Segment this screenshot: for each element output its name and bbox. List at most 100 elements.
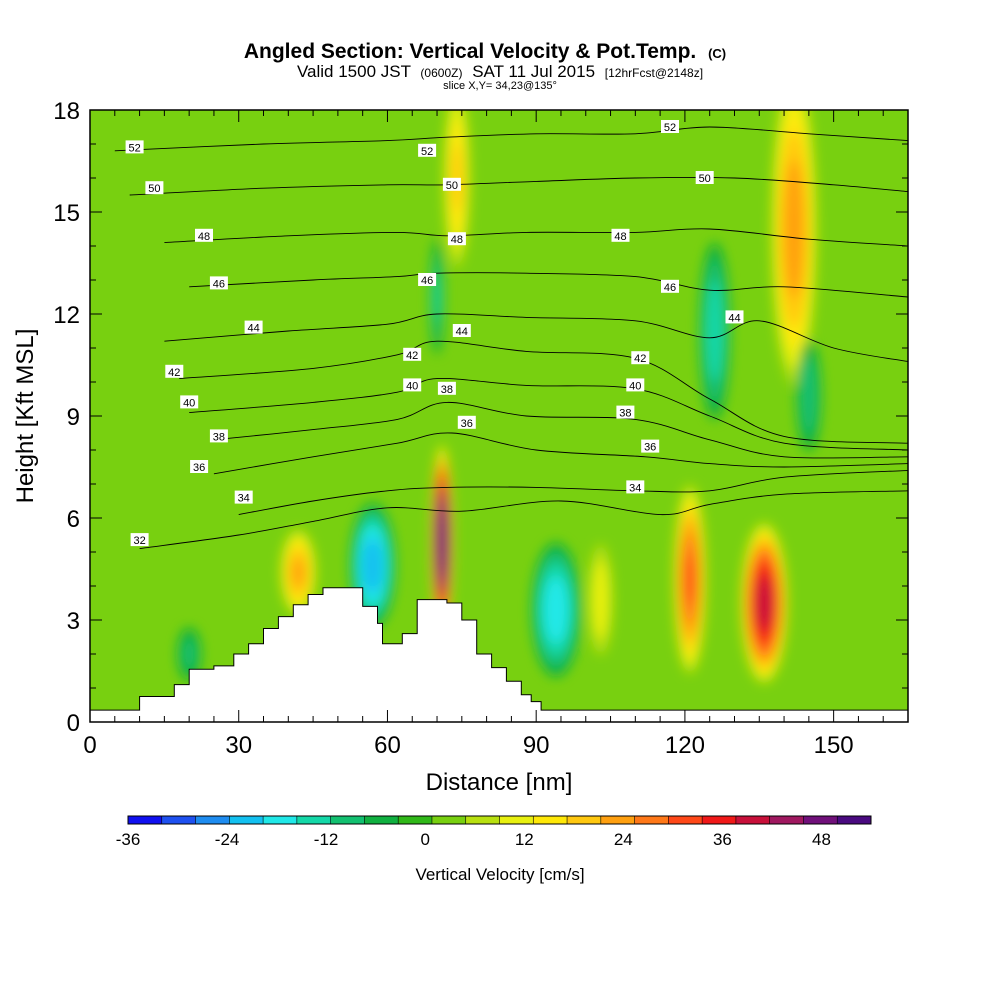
- theta-contour-50: [129, 176, 908, 196]
- theta-label-36-1: 36: [457, 415, 476, 430]
- colorbar-swatch-16: [668, 816, 703, 824]
- vv-feature-8: [771, 110, 817, 385]
- vv-feature-11: [430, 239, 444, 355]
- vv-feature-9: [699, 242, 730, 420]
- colorbar-swatch-7: [364, 816, 399, 824]
- colorbar-tick-label-4: 12: [515, 830, 534, 849]
- theta-label-32-0: 32: [130, 533, 149, 547]
- svg-text:52: 52: [664, 122, 676, 134]
- chart-title: Angled Section: Vertical Velocity & Pot.…: [244, 40, 696, 63]
- theta-label-40-0: 40: [180, 395, 199, 409]
- svg-text:38: 38: [213, 431, 225, 443]
- svg-text:38: 38: [441, 384, 453, 396]
- theta-label-44-1: 44: [452, 324, 471, 338]
- y-tick-label-12: 12: [53, 302, 80, 329]
- x-tick-label-150: 150: [814, 732, 854, 759]
- y-tick-label-0: 0: [67, 710, 80, 737]
- svg-text:34: 34: [238, 493, 250, 505]
- theta-label-38-0: 38: [209, 429, 228, 443]
- theta-contour-44: [164, 313, 908, 363]
- theta-contour-42: [179, 340, 908, 444]
- theta-label-38-1: 38: [437, 381, 456, 396]
- subtitle-valid-time: Valid 1500 JST: [297, 62, 411, 81]
- theta-label-36-2: 36: [641, 439, 660, 454]
- theta-label-42-2: 42: [631, 351, 650, 365]
- y-tick-label-3: 3: [67, 608, 80, 635]
- theta-label-42-0: 42: [165, 364, 184, 379]
- colorbar-swatch-9: [431, 816, 467, 824]
- theta-label-46-0: 46: [209, 276, 228, 290]
- colorbar-tick-label-1: -24: [215, 830, 240, 849]
- svg-text:46: 46: [421, 275, 433, 287]
- colorbar-swatch-19: [769, 816, 804, 824]
- colorbar-swatch-20: [803, 816, 838, 824]
- y-tick-label-6: 6: [67, 506, 80, 533]
- vv-level-5--16: [543, 576, 569, 644]
- svg-text:44: 44: [728, 312, 740, 324]
- plot-area: 32 34 34 36 36 36 38 38 38 40 40 40 42 42 42 44 44 44 46 46…: [90, 110, 908, 722]
- theta-label-44-2: 44: [725, 310, 744, 324]
- colorbar-swatch-17: [702, 816, 737, 824]
- terrain: [90, 587, 908, 722]
- theta-label-34-1: 34: [626, 480, 645, 494]
- colorbar-swatch-4: [263, 816, 298, 824]
- theta-contour-48: [164, 228, 908, 247]
- theta-contour-40: [189, 378, 908, 451]
- potential-temperature-contours: [114, 126, 908, 550]
- vv-feature-3: [280, 529, 317, 616]
- colorbar-swatch-6: [330, 816, 365, 824]
- vv-feature-0: [431, 443, 453, 640]
- vv-feature-10: [796, 340, 821, 452]
- svg-text:40: 40: [183, 397, 195, 409]
- colorbar-swatch-13: [567, 816, 602, 824]
- svg-text:36: 36: [461, 418, 473, 430]
- colorbar-swatch-12: [533, 816, 568, 824]
- x-tick-label-0: 0: [83, 732, 96, 759]
- vv-level-0-52: [439, 521, 445, 563]
- svg-text:42: 42: [168, 367, 180, 379]
- svg-text:34: 34: [629, 482, 641, 494]
- svg-text:32: 32: [133, 535, 145, 547]
- y-tick-label-9: 9: [67, 404, 80, 431]
- svg-text:36: 36: [193, 462, 205, 474]
- svg-text:48: 48: [614, 231, 626, 243]
- vertical-velocity-field: [177, 110, 821, 684]
- svg-text:50: 50: [699, 173, 711, 185]
- theta-contour-46: [189, 272, 908, 298]
- slice-info: slice X,Y= 34,23@135°: [443, 80, 557, 92]
- theta-label-46-1: 46: [418, 273, 437, 287]
- vv-feature-2: [673, 484, 707, 675]
- svg-text:52: 52: [421, 146, 433, 158]
- colorbar-swatch-1: [161, 816, 196, 824]
- theta-label-50-1: 50: [442, 177, 461, 192]
- colorbar-swatch-10: [465, 816, 500, 824]
- colorbar-swatch-14: [600, 816, 635, 824]
- theta-label-40-1: 40: [403, 378, 422, 392]
- svg-text:46: 46: [213, 278, 225, 290]
- theta-label-34-0: 34: [234, 490, 253, 505]
- vv-feature-12: [177, 627, 201, 681]
- colorbar-tick-label-3: 0: [420, 830, 429, 849]
- chart-title-group: Angled Section: Vertical Velocity & Pot.…: [244, 40, 726, 92]
- svg-text:Valid 1500 JST (0600Z): Valid 1500 JST (0600Z) SAT 11 Jul 2015 […: [297, 62, 703, 81]
- theta-label-48-2: 48: [611, 228, 630, 243]
- theta-label-48-1: 48: [447, 232, 466, 246]
- vv-feature-4: [350, 503, 396, 628]
- colorbar-swatch-5: [296, 816, 332, 824]
- vv-level-9--12: [706, 280, 724, 382]
- subtitle-utc-time: (0600Z): [420, 66, 462, 80]
- theta-label-52-1: 52: [418, 143, 437, 158]
- theta-contour-32: [139, 490, 908, 550]
- svg-text:48: 48: [198, 231, 210, 243]
- colorbar-tick-label-6: 36: [713, 830, 732, 849]
- svg-text:48: 48: [451, 234, 463, 246]
- theta-label-40-2: 40: [626, 378, 645, 392]
- colorbar-swatch-2: [195, 816, 230, 824]
- svg-text:Angled Section: Vertical Veloc: Angled Section: Vertical Velocity & Pot.…: [244, 40, 726, 63]
- chart-title-tag: (C): [708, 46, 726, 61]
- y-tick-label-15: 15: [53, 200, 80, 227]
- svg-text:44: 44: [247, 323, 259, 335]
- vv-level-8-20: [783, 159, 805, 299]
